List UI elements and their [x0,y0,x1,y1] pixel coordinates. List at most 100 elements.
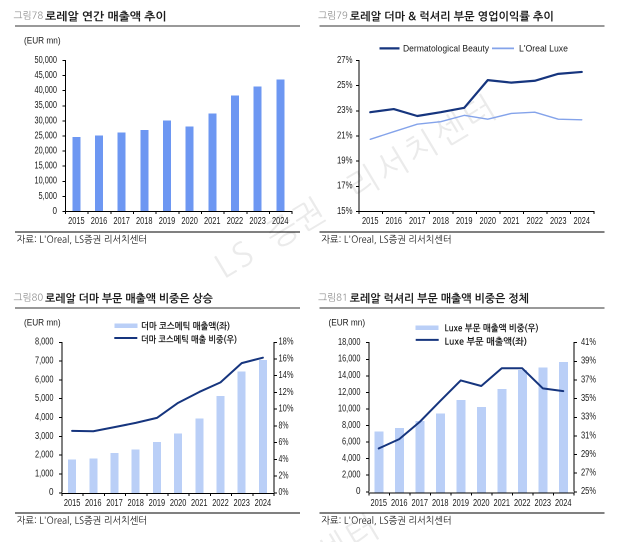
svg-text:40,000: 40,000 [35,85,58,96]
svg-text:10,000: 10,000 [338,403,361,414]
svg-text:25%: 25% [581,486,596,497]
svg-text:2016: 2016 [91,216,108,227]
svg-text:18,000: 18,000 [338,337,361,348]
svg-text:2015: 2015 [68,216,85,227]
svg-text:2019: 2019 [149,498,166,509]
svg-text:14,000: 14,000 [338,370,361,381]
svg-text:4%: 4% [279,454,289,465]
svg-text:2015: 2015 [64,498,81,509]
svg-text:27%: 27% [581,468,596,479]
svg-text:2022: 2022 [212,498,229,509]
svg-text:4,000: 4,000 [35,412,54,423]
svg-text:16%: 16% [279,353,294,364]
svg-text:2020: 2020 [480,216,497,227]
svg-text:39%: 39% [581,356,596,367]
svg-text:19%: 19% [337,156,353,167]
svg-text:2022: 2022 [527,216,544,227]
svg-text:31%: 31% [581,430,596,441]
svg-text:35,000: 35,000 [35,100,58,111]
svg-text:3,000: 3,000 [35,431,54,442]
svg-text:2019: 2019 [456,216,473,227]
svg-text:27%: 27% [337,55,353,66]
svg-text:2015: 2015 [362,216,379,227]
svg-text:2024: 2024 [255,498,272,509]
svg-text:12,000: 12,000 [338,387,361,398]
svg-text:30,000: 30,000 [35,115,58,126]
svg-text:1,000: 1,000 [35,468,54,479]
svg-text:2021: 2021 [191,498,208,509]
svg-text:0: 0 [53,206,58,217]
svg-text:2015: 2015 [371,498,388,509]
svg-text:50,000: 50,000 [35,55,58,66]
svg-text:7,000: 7,000 [35,356,54,367]
svg-text:6,000: 6,000 [35,374,54,385]
svg-text:29%: 29% [581,449,596,460]
svg-text:(EUR mn): (EUR mn) [329,318,366,329]
svg-text:14%: 14% [279,370,294,381]
svg-text:4,000: 4,000 [342,453,361,464]
svg-text:2017: 2017 [412,498,429,509]
svg-text:6%: 6% [279,437,289,448]
svg-text:45,000: 45,000 [35,70,58,81]
svg-text:2,000: 2,000 [35,450,54,461]
svg-text:8%: 8% [279,420,289,431]
svg-text:2023: 2023 [249,216,266,227]
svg-text:(EUR mn): (EUR mn) [24,36,61,47]
svg-text:2016: 2016 [85,498,102,509]
svg-text:21%: 21% [337,130,353,141]
svg-text:0: 0 [49,487,54,498]
svg-text:15%: 15% [337,206,353,217]
svg-text:2023: 2023 [233,498,250,509]
svg-text:35%: 35% [581,393,596,404]
svg-text:20,000: 20,000 [35,146,58,157]
svg-text:5,000: 5,000 [35,393,54,404]
svg-text:23%: 23% [337,105,353,116]
svg-text:25%: 25% [337,80,353,91]
svg-text:2019: 2019 [159,216,176,227]
svg-text:2,000: 2,000 [342,470,361,481]
svg-text:2020: 2020 [181,216,198,227]
svg-text:12%: 12% [279,387,294,398]
svg-text:2021: 2021 [204,216,221,227]
svg-text:Dermatological Beauty: Dermatological Beauty [403,44,489,55]
svg-text:15,000: 15,000 [35,161,58,172]
svg-text:L'Oreal Luxe: L'Oreal Luxe [519,44,568,55]
svg-text:2021: 2021 [503,216,520,227]
svg-text:25,000: 25,000 [35,130,58,141]
svg-text:2017: 2017 [113,216,130,227]
svg-text:2024: 2024 [555,498,572,509]
svg-text:2%: 2% [279,470,289,481]
svg-text:8,000: 8,000 [35,337,54,348]
svg-text:10%: 10% [279,404,294,415]
svg-text:2024: 2024 [272,216,289,227]
svg-text:2018: 2018 [432,498,449,509]
svg-text:2016: 2016 [386,216,403,227]
svg-text:0%: 0% [279,487,289,498]
svg-text:0: 0 [356,486,361,497]
svg-text:2020: 2020 [473,498,490,509]
svg-text:2024: 2024 [574,216,591,227]
svg-text:18%: 18% [279,337,294,348]
svg-text:2023: 2023 [550,216,567,227]
svg-text:2023: 2023 [535,498,552,509]
svg-text:2021: 2021 [494,498,511,509]
svg-text:8,000: 8,000 [342,420,361,431]
svg-text:2018: 2018 [127,498,144,509]
svg-text:(EUR mn): (EUR mn) [24,318,61,329]
svg-text:2022: 2022 [514,498,531,509]
svg-text:6,000: 6,000 [342,437,361,448]
svg-text:2018: 2018 [136,216,153,227]
svg-text:17%: 17% [337,181,353,192]
svg-text:2016: 2016 [391,498,408,509]
svg-text:33%: 33% [581,412,596,423]
svg-text:2019: 2019 [453,498,470,509]
svg-text:2018: 2018 [433,216,450,227]
svg-text:2022: 2022 [227,216,244,227]
svg-text:10,000: 10,000 [35,176,58,187]
svg-text:16,000: 16,000 [338,354,361,365]
svg-text:5,000: 5,000 [39,191,58,202]
svg-text:2017: 2017 [106,498,123,509]
svg-text:2017: 2017 [409,216,426,227]
svg-text:37%: 37% [581,374,596,385]
svg-text:2020: 2020 [170,498,187,509]
